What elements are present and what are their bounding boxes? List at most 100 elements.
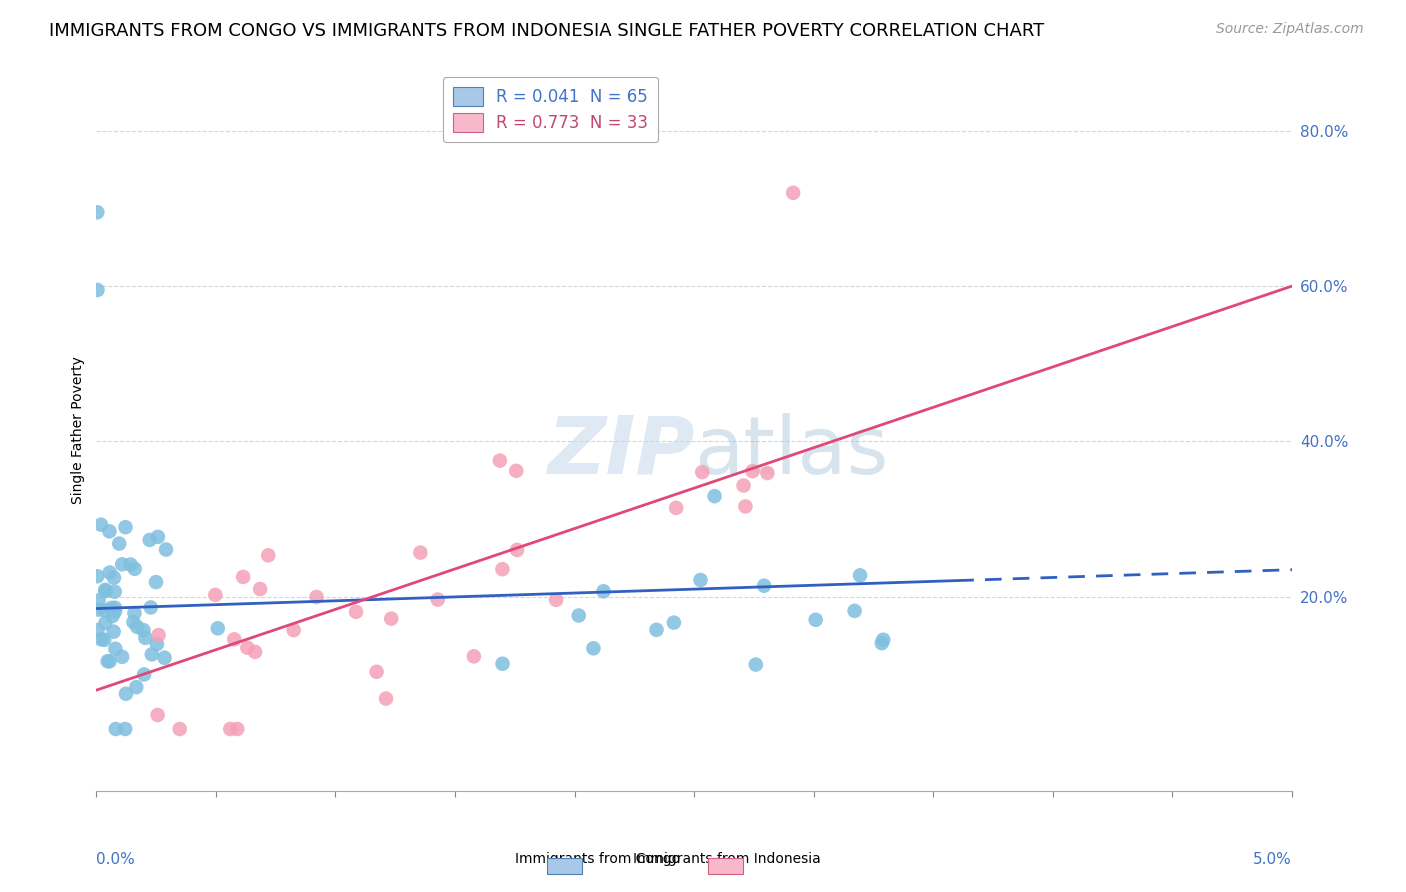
Point	[236, 640, 259, 655]
Point	[146, 708, 169, 723]
Point	[153, 650, 176, 665]
Point	[645, 623, 668, 637]
Point	[662, 615, 685, 630]
Point	[689, 573, 711, 587]
Point	[844, 604, 866, 618]
Point	[104, 722, 127, 736]
Text: ZIP: ZIP	[547, 412, 695, 491]
Point	[849, 568, 872, 582]
Point	[87, 602, 110, 616]
Point	[101, 609, 124, 624]
Point	[93, 632, 115, 647]
Point	[305, 590, 328, 604]
Point	[506, 543, 529, 558]
Point	[226, 722, 249, 736]
Point	[489, 453, 512, 467]
Point	[665, 500, 688, 515]
Point	[232, 570, 254, 584]
Point	[375, 691, 398, 706]
Point	[146, 530, 169, 544]
Point	[491, 657, 513, 671]
Point	[90, 517, 112, 532]
Point	[97, 654, 120, 668]
Point	[283, 623, 305, 637]
Point	[86, 283, 108, 297]
Point	[132, 623, 155, 637]
Point	[148, 628, 170, 642]
Point	[103, 624, 125, 639]
Point	[463, 649, 485, 664]
Point	[114, 722, 136, 736]
Point	[505, 464, 527, 478]
Point	[124, 606, 146, 620]
Point	[155, 542, 177, 557]
Text: atlas: atlas	[695, 412, 889, 491]
Point	[169, 722, 191, 736]
Point	[204, 588, 226, 602]
Point	[146, 637, 169, 651]
Point	[111, 649, 134, 664]
Point	[124, 562, 146, 576]
Point	[103, 571, 125, 585]
Point	[690, 465, 713, 479]
Point	[734, 500, 756, 514]
Point	[366, 665, 388, 679]
Text: IMMIGRANTS FROM CONGO VS IMMIGRANTS FROM INDONESIA SINGLE FATHER POVERTY CORRELA: IMMIGRANTS FROM CONGO VS IMMIGRANTS FROM…	[49, 22, 1045, 40]
Point	[752, 579, 775, 593]
Point	[409, 546, 432, 560]
Point	[120, 558, 142, 572]
Point	[86, 569, 108, 583]
Point	[592, 584, 614, 599]
Point	[344, 605, 367, 619]
Point	[134, 667, 156, 681]
Point	[111, 558, 134, 572]
Point	[426, 592, 449, 607]
Point	[546, 592, 568, 607]
Point	[98, 566, 121, 580]
Point	[741, 464, 763, 478]
Point	[756, 466, 779, 480]
Point	[582, 641, 605, 656]
Legend: R = 0.041  N = 65, R = 0.773  N = 33: R = 0.041 N = 65, R = 0.773 N = 33	[443, 77, 658, 142]
Point	[104, 584, 127, 599]
Point	[243, 645, 266, 659]
Point	[257, 549, 280, 563]
Point	[98, 654, 121, 668]
Point	[94, 615, 117, 630]
Point	[115, 687, 138, 701]
Point	[141, 648, 163, 662]
Point	[94, 582, 117, 597]
Point	[804, 613, 827, 627]
Point	[104, 641, 127, 656]
Text: Immigrants from Indonesia: Immigrants from Indonesia	[633, 852, 821, 866]
Point	[122, 615, 145, 629]
Point	[249, 582, 271, 596]
Point	[87, 593, 110, 607]
Point	[219, 722, 242, 736]
Point	[138, 533, 160, 547]
Point	[703, 489, 725, 503]
Point	[108, 536, 131, 550]
Point	[134, 631, 156, 645]
Point	[568, 608, 591, 623]
Point	[98, 524, 121, 539]
Point	[90, 632, 112, 647]
Point	[94, 603, 117, 617]
Point	[86, 623, 108, 637]
Text: Source: ZipAtlas.com: Source: ZipAtlas.com	[1216, 22, 1364, 37]
Point	[733, 478, 755, 492]
Point	[125, 680, 148, 694]
Y-axis label: Single Father Poverty: Single Father Poverty	[72, 356, 86, 504]
Point	[127, 620, 149, 634]
Point	[207, 621, 229, 635]
Text: 5.0%: 5.0%	[1253, 852, 1292, 867]
Point	[380, 612, 402, 626]
Point	[224, 632, 246, 647]
Point	[782, 186, 804, 200]
Point	[139, 600, 162, 615]
Point	[745, 657, 768, 672]
Point	[145, 575, 167, 590]
Point	[104, 604, 127, 618]
Point	[94, 584, 117, 599]
Text: 0.0%: 0.0%	[97, 852, 135, 867]
